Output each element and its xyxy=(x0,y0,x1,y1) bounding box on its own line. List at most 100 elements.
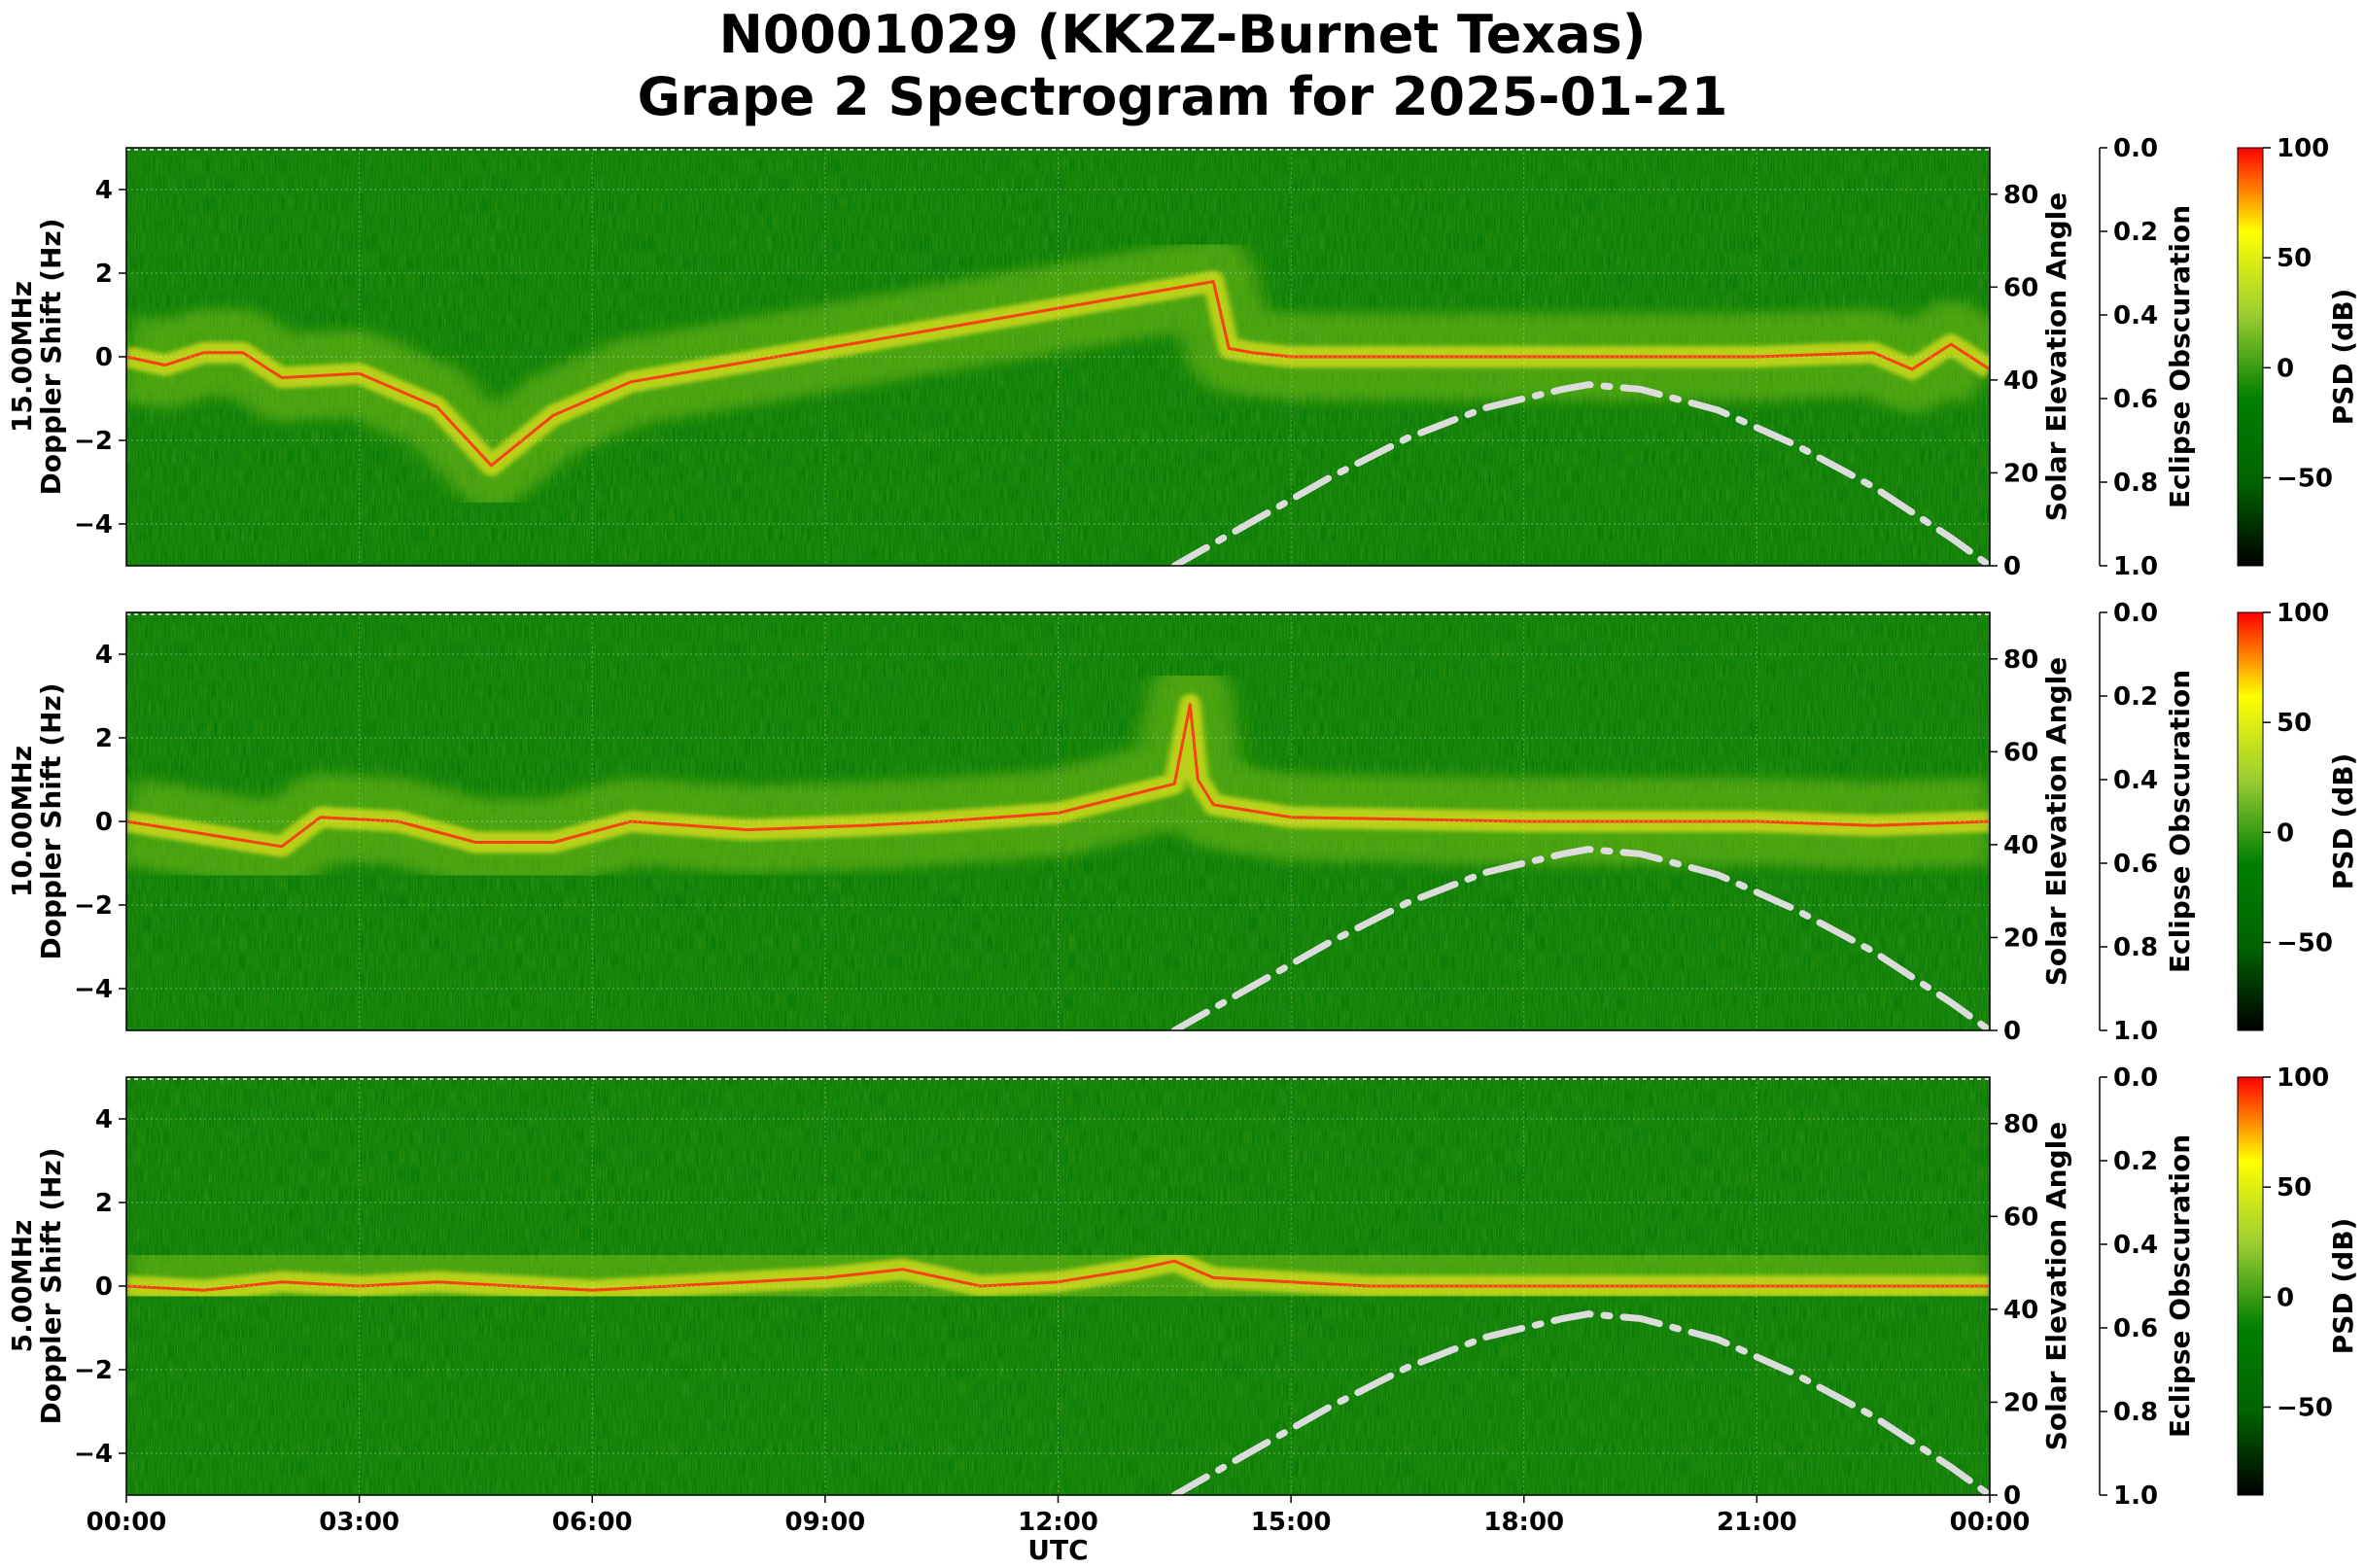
solar-axis-label: Solar Elevation Angle xyxy=(2040,657,2072,986)
colorbar-tick-label: 50 xyxy=(2277,244,2312,273)
x-tick-label: 00:00 xyxy=(87,1508,167,1537)
solar-elevation-curve xyxy=(1170,846,1990,1030)
colorbar-tick-label: 100 xyxy=(2277,134,2329,163)
doppler-axis-label: Doppler Shift (Hz) xyxy=(35,218,67,495)
solar-tick-label: 20 xyxy=(2003,459,2038,488)
colorbar-tick-label: 50 xyxy=(2277,709,2312,738)
eclipse-axis-label: Eclipse Obscuration xyxy=(2164,670,2196,973)
solar-tick-label: 0 xyxy=(2003,1481,2021,1511)
frequency-label: 15.00MHz xyxy=(6,281,38,433)
x-tick-label: 06:00 xyxy=(552,1508,633,1537)
plot-area xyxy=(126,612,1990,1030)
eclipse-tick-label: 1.0 xyxy=(2113,1481,2158,1511)
eclipse-tick-label: 0.2 xyxy=(2113,218,2158,247)
solar-tick-label: 40 xyxy=(2003,366,2038,396)
eclipse-tick-label: 1.0 xyxy=(2113,1017,2158,1046)
colorbar-tick-label: 100 xyxy=(2277,599,2329,628)
title-line-1: N0001029 (KK2Z-Burnet Texas) xyxy=(718,4,1647,65)
colorbar-tick-label: 0 xyxy=(2277,1283,2294,1312)
x-tick-label: 03:00 xyxy=(319,1508,400,1537)
plot-area xyxy=(126,148,1990,566)
eclipse-tick-label: 1.0 xyxy=(2113,552,2158,581)
eclipse-tick-label: 0.4 xyxy=(2113,1231,2158,1260)
doppler-trace-line xyxy=(126,703,1990,849)
x-tick-label: 09:00 xyxy=(784,1508,865,1537)
colorbar-label: PSD (dB) xyxy=(2327,289,2359,426)
colorbar-tick-label: 0 xyxy=(2277,354,2294,383)
eclipse-tick-label: 0.6 xyxy=(2113,850,2158,879)
solar-tick-label: 40 xyxy=(2003,831,2038,860)
y-tick-label: 2 xyxy=(95,260,113,289)
y-tick-label: 2 xyxy=(95,724,113,753)
colorbar-tick-label: −50 xyxy=(2277,928,2333,958)
frequency-label: 5.00MHz xyxy=(6,1220,38,1353)
title-line-2: Grape 2 Spectrogram for 2025-01-21 xyxy=(637,66,1728,127)
eclipse-tick-label: 0.8 xyxy=(2113,933,2158,962)
colorbar-tick-label: 0 xyxy=(2277,819,2294,848)
y-tick-label: 4 xyxy=(95,641,113,670)
colorbar-tick-label: −50 xyxy=(2277,1393,2333,1422)
y-tick-label: −2 xyxy=(74,891,113,921)
x-tick-label: 15:00 xyxy=(1251,1508,1332,1537)
x-tick-label: 12:00 xyxy=(1018,1508,1098,1537)
figure-title: N0001029 (KK2Z-Burnet Texas) Grape 2 Spe… xyxy=(0,4,2365,128)
x-axis-label: UTC xyxy=(1027,1534,1088,1566)
solar-tick-label: 80 xyxy=(2003,645,2038,675)
x-tick-label: 21:00 xyxy=(1717,1508,1797,1537)
y-tick-label: 0 xyxy=(95,343,113,372)
colorbar-label: PSD (dB) xyxy=(2327,753,2359,890)
y-tick-label: −2 xyxy=(74,427,113,456)
solar-tick-label: 60 xyxy=(2003,273,2038,302)
x-tick-label: 00:00 xyxy=(1950,1508,2031,1537)
solar-tick-label: 60 xyxy=(2003,1202,2038,1232)
y-tick-label: 4 xyxy=(95,1105,113,1134)
eclipse-tick-label: 0.8 xyxy=(2113,1398,2158,1427)
colorbar-tick-label: −50 xyxy=(2277,464,2333,493)
eclipse-tick-label: 0.0 xyxy=(2113,1063,2158,1093)
colorbar-tick-label: 50 xyxy=(2277,1173,2312,1202)
y-tick-label: −4 xyxy=(74,975,113,1004)
solar-tick-label: 0 xyxy=(2003,552,2021,581)
plot-area xyxy=(126,1077,1990,1495)
solar-elevation-curve xyxy=(1170,1310,1990,1495)
solar-tick-label: 20 xyxy=(2003,923,2038,953)
doppler-axis-label: Doppler Shift (Hz) xyxy=(35,1147,67,1424)
eclipse-tick-label: 0.4 xyxy=(2113,301,2158,331)
y-tick-label: 0 xyxy=(95,1272,113,1302)
solar-tick-label: 80 xyxy=(2003,181,2038,210)
x-tick-label: 18:00 xyxy=(1483,1508,1564,1537)
doppler-trace-line xyxy=(126,280,1990,468)
colorbar xyxy=(2237,1076,2264,1496)
eclipse-tick-label: 0.0 xyxy=(2113,599,2158,628)
frequency-label: 10.00MHz xyxy=(6,746,38,897)
solar-elevation-curve xyxy=(1170,381,1990,566)
eclipse-tick-label: 0.8 xyxy=(2113,469,2158,498)
solar-tick-label: 40 xyxy=(2003,1296,2038,1325)
eclipse-tick-label: 0.4 xyxy=(2113,766,2158,795)
y-tick-label: −2 xyxy=(74,1356,113,1385)
colorbar-tick-label: 100 xyxy=(2277,1063,2329,1093)
y-tick-label: −4 xyxy=(74,1440,113,1469)
y-tick-label: 4 xyxy=(95,176,113,205)
eclipse-tick-label: 0.6 xyxy=(2113,385,2158,414)
eclipse-tick-label: 0.2 xyxy=(2113,682,2158,712)
solar-tick-label: 60 xyxy=(2003,738,2038,767)
doppler-trace-line xyxy=(126,1259,1990,1292)
solar-axis-label: Solar Elevation Angle xyxy=(2040,192,2072,521)
solar-tick-label: 20 xyxy=(2003,1388,2038,1417)
colorbar xyxy=(2237,147,2264,567)
y-tick-label: −4 xyxy=(74,510,113,540)
eclipse-axis-label: Eclipse Obscuration xyxy=(2164,205,2196,508)
eclipse-axis-label: Eclipse Obscuration xyxy=(2164,1134,2196,1438)
colorbar-label: PSD (dB) xyxy=(2327,1218,2359,1355)
solar-axis-label: Solar Elevation Angle xyxy=(2040,1122,2072,1450)
solar-tick-label: 0 xyxy=(2003,1017,2021,1046)
colorbar xyxy=(2237,611,2264,1031)
doppler-axis-label: Doppler Shift (Hz) xyxy=(35,682,67,959)
eclipse-tick-label: 0.0 xyxy=(2113,134,2158,163)
eclipse-tick-label: 0.2 xyxy=(2113,1147,2158,1176)
y-tick-label: 0 xyxy=(95,808,113,837)
